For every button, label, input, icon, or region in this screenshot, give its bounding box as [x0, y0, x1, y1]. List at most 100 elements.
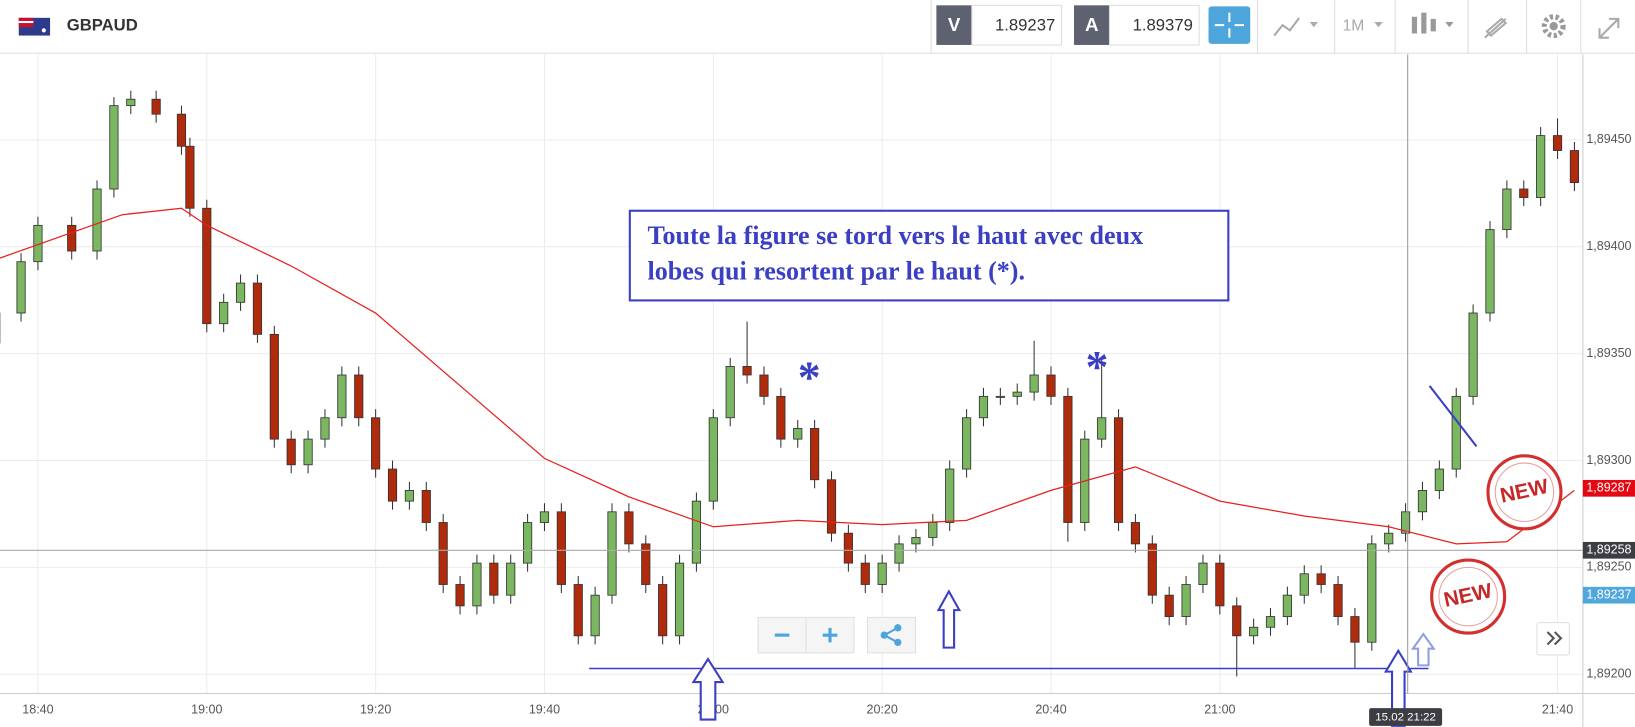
- candle-body: [522, 522, 533, 564]
- sell-price-box[interactable]: [971, 4, 1063, 46]
- price-tag-label: 1,89237: [1586, 587, 1631, 601]
- axes: 1,89200 1,89250 1,89300 1,89350 1,89400 1,894…: [22, 132, 1635, 717]
- chart-type-menu[interactable]: [1411, 12, 1454, 34]
- sell-button[interactable]: [936, 5, 972, 45]
- price-tag: [1582, 541, 1635, 559]
- x-tick-label: 19:00: [191, 703, 222, 717]
- candle-body: [1333, 584, 1343, 617]
- annotation-line: Toute la figure se tord vers le haut ave…: [648, 221, 1144, 250]
- candle-body: [1552, 135, 1563, 151]
- buy-label: A: [1085, 14, 1099, 35]
- x-tick-label: 19:20: [360, 703, 391, 717]
- candle-body: [1012, 391, 1022, 397]
- candle-body: [354, 374, 364, 419]
- candle-body: [1367, 543, 1377, 643]
- y-tick-label: 1,89350: [1586, 346, 1631, 360]
- sell-price: 1.89237: [995, 16, 1055, 35]
- grid: [0, 54, 1583, 694]
- candle-body: [1519, 188, 1529, 198]
- settings-icon[interactable]: [1541, 14, 1566, 39]
- candle-body: [793, 428, 803, 440]
- separators: [930, 0, 1582, 54]
- candle-body: [860, 562, 870, 585]
- candle-body: [92, 188, 102, 252]
- candle-body: [286, 438, 296, 466]
- candle-body: [151, 98, 161, 115]
- share[interactable]: [867, 616, 917, 654]
- candle-body: [455, 584, 465, 607]
- price-tag: [1582, 479, 1635, 497]
- candle-body: [1046, 374, 1056, 397]
- annotation-box: [628, 209, 1230, 302]
- timeframe-caret: [1374, 22, 1383, 28]
- crosshair-time: 15.02 21:22: [1375, 712, 1436, 724]
- candle-body: [1249, 626, 1259, 637]
- buy-price-box[interactable]: [1108, 4, 1200, 46]
- candle-body: [337, 374, 347, 419]
- candle-body: [1029, 374, 1039, 393]
- price-tag: [1582, 586, 1635, 604]
- buy-button[interactable]: [1074, 5, 1110, 45]
- candle-body: [674, 562, 685, 637]
- asterisk: *: [1085, 341, 1108, 392]
- candle-body: [607, 511, 617, 596]
- candle-body: [1181, 584, 1191, 617]
- candle-body: [1434, 468, 1444, 491]
- candle-body: [877, 562, 887, 585]
- candle-body: [978, 395, 989, 419]
- candle-body: [472, 562, 482, 607]
- candle-body: [810, 428, 820, 481]
- candle-body: [894, 543, 904, 564]
- candle-body: [1232, 605, 1242, 637]
- candle-body: [1451, 395, 1461, 470]
- candle-body: [995, 395, 1005, 398]
- expand-icon[interactable]: [1598, 17, 1620, 39]
- candle-body: [1215, 562, 1225, 607]
- header: [0, 0, 1635, 54]
- candle-body: [742, 366, 752, 376]
- y-tick-label: 1,89300: [1586, 453, 1631, 467]
- scroll-end-icon: [1546, 631, 1563, 646]
- timeframe[interactable]: 1M: [1343, 17, 1365, 34]
- moving-average: [0, 207, 1575, 545]
- crosshair-icon: [1214, 12, 1244, 38]
- flag-icon: [18, 17, 51, 36]
- x-tick-label: 19:40: [529, 703, 560, 717]
- candle-body: [1164, 594, 1174, 617]
- crosshair-button[interactable]: [1208, 6, 1251, 44]
- candle-body: [387, 468, 398, 502]
- candle-body: [1417, 490, 1428, 513]
- annotation-line: lobes qui resortent par le haut (*).: [648, 256, 1025, 285]
- candle-body: [928, 522, 938, 538]
- candle-body: [759, 374, 769, 397]
- candle-body: [1299, 573, 1309, 596]
- crosshair-time-box: [1369, 708, 1443, 726]
- new-sticker: NEW: [1486, 454, 1563, 531]
- candle-body: [1282, 594, 1292, 617]
- draw-tool[interactable]: [1484, 17, 1508, 39]
- candle-body: [16, 261, 26, 314]
- trend-line: [1428, 385, 1478, 448]
- candle-body: [176, 113, 187, 147]
- candle-body: [1536, 135, 1546, 198]
- candle-body: [624, 511, 634, 545]
- candle-body: [371, 417, 381, 470]
- candle-body: [573, 584, 583, 637]
- candle-body: [202, 207, 212, 325]
- candle-body: [438, 522, 448, 585]
- candle-body: [252, 282, 263, 335]
- candle-body: [843, 532, 853, 564]
- candle-body: [67, 224, 77, 252]
- candle-body: [126, 98, 136, 107]
- plot: [0, 90, 1583, 677]
- candle-body: [658, 584, 668, 637]
- y-tick-label: 1,89400: [1586, 239, 1631, 253]
- candle-body: [421, 490, 431, 523]
- candle-body: [961, 417, 972, 470]
- candle-body: [641, 543, 651, 585]
- symbol: GBPAUD: [67, 16, 138, 35]
- indicator-menu[interactable]: [1273, 17, 1319, 37]
- candle-body: [1400, 511, 1411, 534]
- candle-body: [320, 417, 330, 440]
